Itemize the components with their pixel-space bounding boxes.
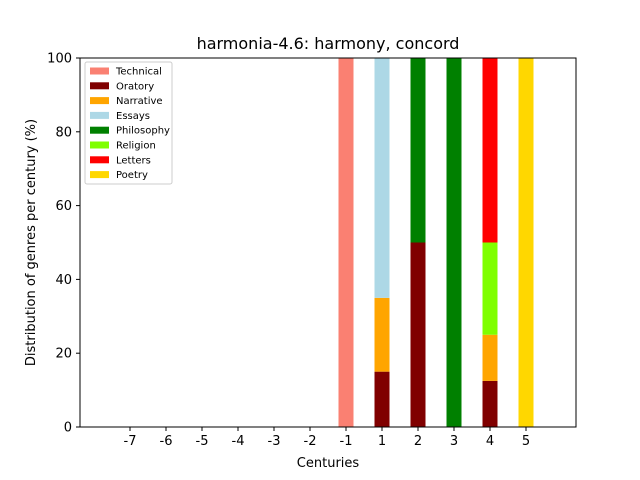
- legend-label-technical: Technical: [115, 67, 162, 78]
- legend-swatch-essays: [90, 111, 109, 119]
- x-tick-label: -4: [232, 434, 245, 449]
- y-tick-label: 100: [47, 52, 72, 67]
- legend-swatch-technical: [90, 67, 109, 75]
- legend: Technical Oratory Narrative Essays Philosoph…: [84, 61, 173, 185]
- x-tick-label: -7: [124, 434, 137, 449]
- legend-label-narrative: Narrative: [116, 96, 163, 107]
- x-tick-label: -1: [340, 434, 353, 449]
- x-tick-label: 2: [414, 434, 422, 449]
- bar-technical--1: [338, 58, 354, 427]
- y-tick-label: 60: [55, 199, 72, 214]
- bar-letters-4: [482, 58, 498, 243]
- legend-label-essays: Essays: [116, 111, 150, 122]
- y-tick-label: 40: [55, 273, 72, 288]
- legend-swatch-poetry: [90, 171, 109, 179]
- x-axis-label: Centuries: [297, 456, 360, 471]
- legend-swatch-philosophy: [90, 126, 109, 134]
- bar-narrative-1: [374, 297, 390, 372]
- y-axis: 0 20 40 60 80 100: [47, 52, 80, 436]
- legend-swatch-religion: [90, 141, 109, 149]
- x-tick-label: -3: [268, 434, 281, 449]
- x-tick-label: 5: [522, 434, 530, 449]
- bar-narrative-4: [482, 334, 498, 381]
- bar-oratory-2: [410, 242, 426, 427]
- legend-swatch-narrative: [90, 97, 109, 105]
- bar-essays-1: [374, 58, 390, 298]
- y-tick-label: 80: [55, 125, 72, 140]
- plot-frame: [79, 57, 577, 428]
- legend-label-philosophy: Philosophy: [116, 126, 170, 137]
- bars-group: [338, 58, 534, 427]
- legend-swatch-letters: [90, 156, 109, 164]
- x-tick-label: -5: [196, 434, 209, 449]
- legend-swatch-oratory: [90, 82, 109, 90]
- bar-religion-4: [482, 242, 498, 335]
- bar-philosophy-3: [446, 58, 462, 427]
- x-tick-label: 1: [378, 434, 386, 449]
- x-tick-label: 3: [450, 434, 458, 449]
- bar-poetry-5: [518, 58, 534, 427]
- x-tick-label: -2: [304, 434, 317, 449]
- y-axis-label: Distribution of genres per century (%): [24, 119, 39, 366]
- y-tick-label: 20: [55, 347, 72, 362]
- bar-oratory-4: [482, 380, 498, 427]
- legend-label-poetry: Poetry: [116, 170, 148, 181]
- legend-label-letters: Letters: [116, 155, 151, 166]
- legend-label-religion: Religion: [116, 141, 156, 152]
- x-tick-label: 4: [486, 434, 494, 449]
- chart-title: harmonia-4.6: harmony, concord: [197, 34, 460, 53]
- x-tick-label: -6: [160, 434, 173, 449]
- legend-box: [84, 61, 173, 185]
- y-tick-label: 0: [64, 421, 72, 436]
- legend-label-oratory: Oratory: [116, 81, 154, 92]
- bar-philosophy-2: [410, 58, 426, 243]
- bar-oratory-1: [374, 371, 390, 427]
- x-axis: -7 -6 -5 -4 -3 -2 -1 1 2 3 4 5: [124, 427, 530, 449]
